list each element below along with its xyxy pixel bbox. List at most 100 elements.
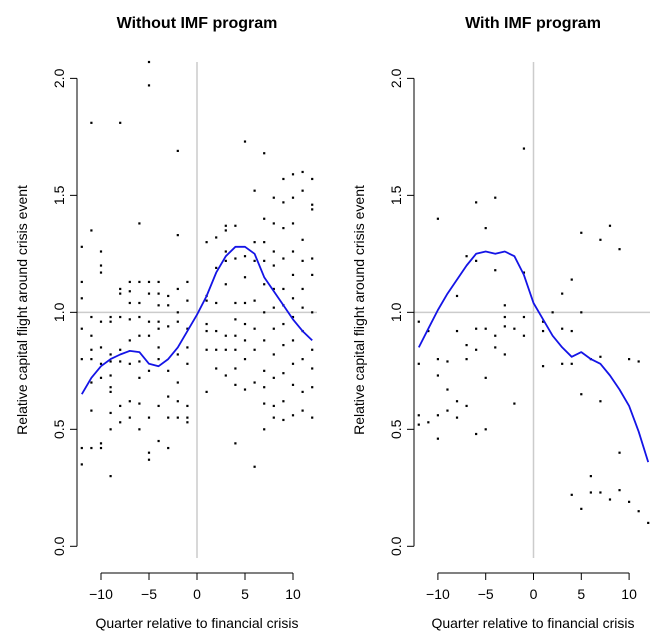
panel-1-scatter-point-25	[109, 315, 112, 319]
panel-1-scatter-point-82	[167, 369, 170, 372]
panel-2-scatter-point-68	[608, 498, 612, 501]
panel-1-scatter-point-20	[99, 346, 103, 349]
panel-2-scatter-point-67	[608, 224, 612, 227]
panel-1-scatter-point-42	[119, 421, 122, 424]
panel-1-x-tick-label-1: −5	[141, 586, 157, 602]
panel-1-scatter-point-13	[90, 381, 93, 384]
panel-1-scatter-point-79	[167, 294, 170, 298]
panel-1-scatter-point-177	[282, 322, 285, 326]
panel-1-scatter-point-62	[147, 280, 151, 284]
panel-1-scatter-point-54	[138, 315, 141, 319]
panel-1-scatter-point-71	[157, 292, 160, 295]
panel-2-scatter-point-30	[484, 428, 487, 431]
panel-1-scatter-point-110	[215, 236, 218, 239]
panel-1-scatter-point-101	[186, 416, 189, 419]
panel-1-scatter-point-64	[147, 320, 151, 323]
panel-1-scatter-point-47	[128, 339, 131, 342]
panel-1-scatter-point-138	[243, 339, 247, 342]
panel-2-scatter-point-76	[647, 521, 650, 525]
panel-1-scatter-point-179	[282, 372, 285, 375]
panel-1-scatter-point-207	[311, 273, 314, 277]
panel-1-scatter-point-168	[272, 376, 275, 379]
panel-1-scatter-point-183	[291, 196, 295, 199]
panel-1-scatter-point-125	[234, 257, 237, 260]
panel-1-scatter-point-119	[224, 259, 227, 262]
panel-1-scatter-point-83	[167, 395, 170, 398]
panel-1-scatter-point-93	[176, 400, 179, 403]
panel-1-scatter-point-11	[90, 348, 93, 351]
panel-2-scatter-point-70	[618, 451, 621, 454]
panel-1-scatter-point-195	[301, 238, 304, 241]
panel-2-scatter-point-66	[599, 491, 602, 494]
panel-2-scatter-point-19	[465, 343, 468, 347]
panel-1-scatter-point-150	[263, 217, 266, 220]
panel-2-scatter-point-11	[446, 360, 449, 363]
panel-2-scatter-point-45	[541, 320, 545, 323]
panel-2-scatter-point-10	[436, 437, 439, 440]
panel-1-scatter-point-96	[186, 299, 189, 302]
panel-2-smoothed-curve	[417, 250, 650, 463]
panel-1-scatter-point-27	[109, 353, 112, 356]
panel-1-scatter-point-209	[311, 348, 314, 351]
panel-1-scatter-point-194	[301, 189, 304, 192]
panel-2-scatter-point-39	[513, 327, 516, 330]
panel-1-scatter-point-121	[224, 334, 227, 337]
panel-2-scatter-point-41	[522, 147, 526, 150]
panel-2-scatter-point-55	[570, 493, 573, 496]
panel-1-scatter-point-197	[301, 287, 304, 291]
panel-1-scatter-point-192	[291, 414, 295, 417]
panel-1-scatter-point-53	[138, 301, 141, 305]
panel-1-y-axis-title: Relative capital flight around crisis ev…	[14, 185, 30, 435]
panel-2-scatter-point-65	[599, 400, 602, 403]
panel-1-scatter-point-84	[167, 416, 170, 419]
panel-2-scatter-point-29	[484, 376, 487, 379]
panel-1-scatter-point-157	[263, 386, 266, 389]
panel-1-scatter-point-210	[311, 367, 314, 370]
panel-1-scatter-point-116	[224, 224, 227, 227]
panel-1-scatter-point-1	[80, 280, 83, 284]
panel-2-scatter-point-47	[541, 365, 545, 368]
panel-1-scatter-point-107	[205, 329, 208, 333]
panel-2-scatter-point-37	[503, 325, 506, 328]
panel-1-scatter-point-8	[90, 229, 93, 232]
panel-1-scatter-point-193	[301, 170, 304, 174]
panel-1-scatter-point-113	[215, 329, 218, 333]
panel-2-x-tick-label-1: −5	[478, 586, 494, 602]
panel-1-scatter-point-19	[99, 320, 103, 323]
panel-1-scatter-point-35	[119, 121, 122, 124]
panel-1-scatter-point-68	[147, 451, 151, 454]
panel-2-scatter-point-3	[417, 423, 420, 426]
panel-1-scatter-point-69	[147, 458, 151, 461]
panel-1-scatter-point-165	[272, 306, 275, 309]
panel-1-scatter-point-98	[186, 346, 189, 349]
panel-1-scatter-point-7	[90, 121, 93, 124]
panel-1-scatter-point-212	[311, 416, 314, 419]
panel-1-scatter-point-187	[291, 297, 295, 300]
panel-1-scatter-point-63	[147, 292, 151, 295]
panel-1-title: Without IMF program	[117, 15, 278, 32]
panel-1-scatter-point-102	[186, 421, 189, 424]
panel-1-scatter-point-161	[272, 222, 275, 225]
panel-2-scatter-point-20	[465, 358, 468, 361]
panel-1-y-tick-label-0: 0.0	[51, 536, 67, 556]
panel-1-scatter-point-155	[263, 339, 266, 342]
panel-1-scatter-point-148	[253, 465, 256, 468]
panel-1-scatter-point-126	[234, 301, 237, 305]
panel-2-scatter-point-69	[618, 248, 621, 251]
panel-1-scatter-point-188	[291, 315, 295, 319]
panel-1-scatter-point-90	[176, 320, 179, 323]
panel-1-scatter-point-186	[291, 273, 295, 277]
panel-1-scatter-point-178	[282, 343, 285, 347]
panel-2-scatter-point-74	[637, 360, 640, 363]
panel-2-scatter-point-18	[465, 255, 468, 258]
panel-2-scatter-point-12	[446, 388, 449, 391]
panel-1-scatter-point-205	[311, 208, 314, 211]
panel-1-scatter-point-77	[157, 404, 160, 408]
panel-1-scatter-point-156	[263, 369, 266, 372]
panel-2-scatter-point-54	[570, 362, 573, 365]
panel-1-scatter-point-206	[311, 257, 314, 260]
panel-2-scatter-point-25	[475, 348, 478, 351]
panel-1-scatter-point-181	[282, 418, 285, 422]
